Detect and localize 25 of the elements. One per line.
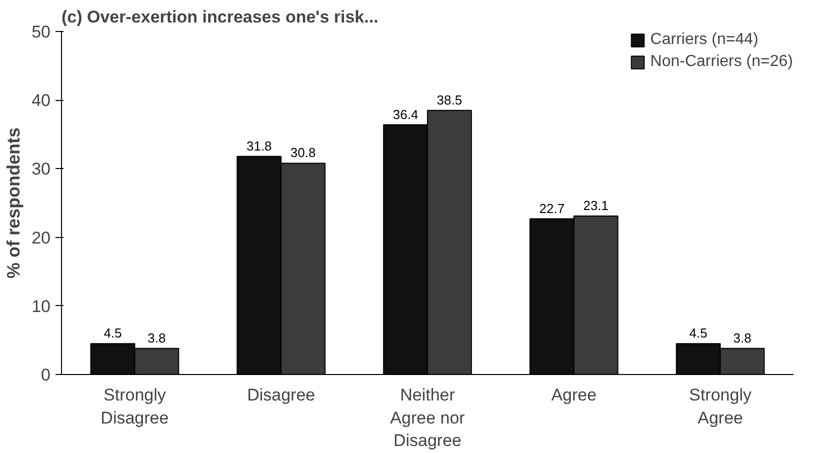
y-tick-label: 30 [32,160,51,179]
x-tick-label: Agree [551,386,597,404]
y-tick-label: 10 [32,296,51,316]
data-label: 38.5 [436,92,462,108]
data-label: 22.7 [539,200,565,216]
data-label: 3.8 [148,330,166,346]
x-tick-label: Strongly Disagree [100,386,169,428]
data-label: 23.1 [583,198,609,214]
y-tick-label: 40 [32,91,51,110]
y-tick-label: 50 [32,22,51,42]
data-label: 31.8 [246,138,272,154]
data-label: 4.5 [104,326,122,341]
x-tick-label: Strongly Agree [689,386,752,428]
x-tick-label: Disagree [247,386,316,404]
data-label: 3.8 [733,330,752,346]
data-label: 4.5 [689,326,708,341]
chart-title: (c) Over-exertion increases one's risk... [62,8,378,26]
y-axis-title: % of respondents [4,127,24,279]
x-tick-label: Neither Agree nor Disagree [390,386,466,450]
legend-label: Non-Carriers (n=26) [650,53,793,71]
y-tick-label: 0 [41,366,51,384]
data-label: 36.4 [392,106,418,122]
legend-label: Carriers (n=44) [650,31,758,49]
y-tick-label: 20 [32,228,51,248]
data-label: 30.8 [290,145,316,160]
